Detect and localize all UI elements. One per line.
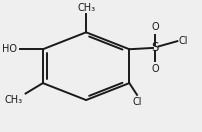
Text: CH₃: CH₃ <box>77 3 95 13</box>
Text: HO: HO <box>2 44 17 54</box>
Text: Cl: Cl <box>179 36 188 46</box>
Text: Cl: Cl <box>133 97 142 107</box>
Text: O: O <box>152 22 159 32</box>
Text: O: O <box>152 64 159 74</box>
Text: CH₃: CH₃ <box>5 95 23 105</box>
Text: S: S <box>152 41 159 54</box>
